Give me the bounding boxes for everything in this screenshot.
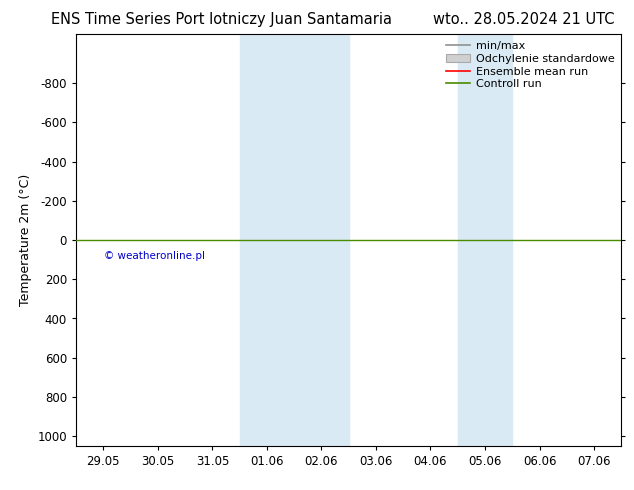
Text: ENS Time Series Port lotniczy Juan Santamaria: ENS Time Series Port lotniczy Juan Santa… xyxy=(51,12,392,27)
Bar xyxy=(458,34,512,446)
Bar xyxy=(240,34,349,446)
Text: wto.. 28.05.2024 21 UTC: wto.. 28.05.2024 21 UTC xyxy=(434,12,615,27)
Text: © weatheronline.pl: © weatheronline.pl xyxy=(104,251,205,261)
Y-axis label: Temperature 2m (°C): Temperature 2m (°C) xyxy=(19,174,32,306)
Legend: min/max, Odchylenie standardowe, Ensemble mean run, Controll run: min/max, Odchylenie standardowe, Ensembl… xyxy=(441,37,619,94)
